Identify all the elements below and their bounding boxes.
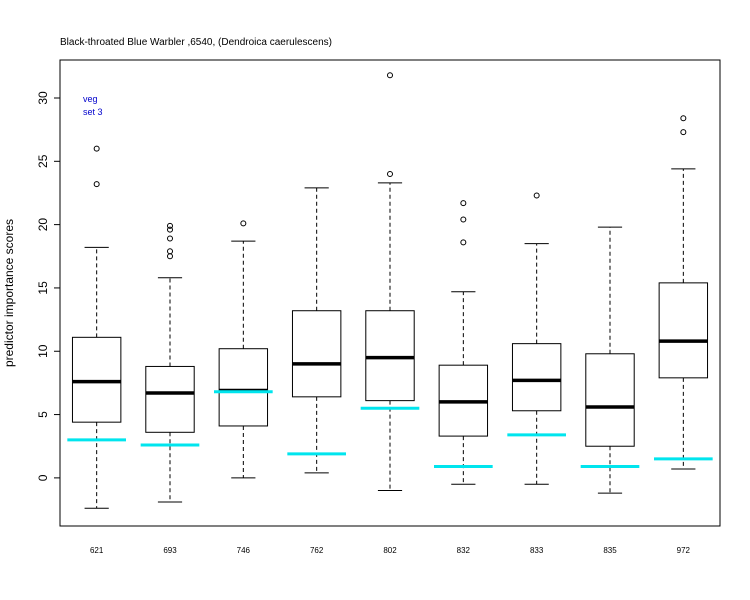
outlier-point <box>93 145 100 152</box>
outlier-point <box>167 235 173 242</box>
box-iqr <box>71 336 122 423</box>
x-tick-label: 802 <box>383 546 397 555</box>
outlier-point <box>533 192 540 199</box>
box-iqr <box>145 365 195 433</box>
y-tick-label: 10 <box>36 344 50 358</box>
box-iqr <box>585 353 635 447</box>
outlier-point <box>387 72 393 79</box>
x-tick-label: 621 <box>90 546 104 555</box>
annotation-veg: veg <box>83 94 98 104</box>
outlier-point <box>387 170 393 177</box>
outlier-point <box>680 115 687 122</box>
box-835 <box>580 226 640 494</box>
box-693 <box>140 222 200 503</box>
boxes <box>67 72 713 509</box>
chart-title: Black-throated Blue Warbler ,6540, (Dend… <box>60 37 332 48</box>
outlier-point <box>680 129 687 136</box>
outlier-point <box>93 181 100 188</box>
y-axis: 0 5 10 15 20 25 30 <box>36 91 61 481</box>
y-tick-label: 30 <box>36 91 50 105</box>
box-iqr <box>658 282 709 379</box>
outlier-point <box>240 220 247 227</box>
box-iqr <box>218 348 269 427</box>
box-833 <box>507 192 566 485</box>
box-762 <box>287 187 346 474</box>
box-746 <box>214 220 273 479</box>
outlier-point <box>460 216 467 223</box>
outlier-point <box>460 239 467 246</box>
outlier-point <box>167 253 173 260</box>
y-axis-label: predictor importance scores <box>2 219 16 367</box>
x-tick-label: 833 <box>530 546 544 555</box>
outlier-point <box>460 200 467 207</box>
y-tick-label: 25 <box>36 154 50 168</box>
y-tick-label: 20 <box>36 218 50 232</box>
y-tick-label: 15 <box>36 281 50 295</box>
y-tick-label: 5 <box>36 411 50 418</box>
box-iqr <box>365 310 415 402</box>
x-tick-label: 972 <box>677 546 691 555</box>
y-tick-label: 0 <box>36 474 50 481</box>
x-tick-label: 746 <box>237 546 251 555</box>
box-832 <box>434 200 493 485</box>
x-tick-label: 835 <box>603 546 617 555</box>
outlier-point <box>167 222 173 229</box>
x-axis: 621 693 746 762 802 832 833 835 972 <box>90 546 691 555</box>
x-tick-label: 832 <box>457 546 471 555</box>
outlier-point <box>167 226 173 233</box>
x-tick-label: 693 <box>163 546 177 555</box>
outlier-point <box>167 248 173 255</box>
x-tick-label: 762 <box>310 546 324 555</box>
box-802 <box>360 72 420 492</box>
box-621 <box>67 145 126 509</box>
box-iqr <box>511 343 562 412</box>
annotation-set: set 3 <box>83 107 103 117</box>
box-972 <box>654 115 713 470</box>
box-iqr <box>291 310 342 398</box>
